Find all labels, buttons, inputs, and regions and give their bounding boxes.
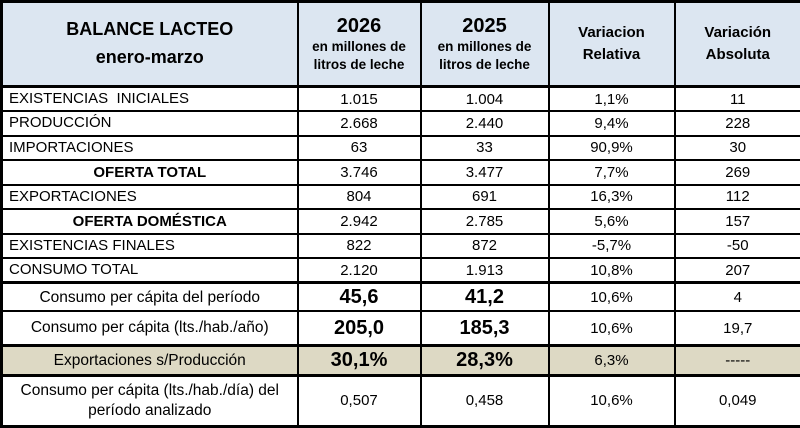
value-2025: 33 <box>419 134 550 162</box>
row-label: EXISTENCIAS FINALES <box>0 232 299 260</box>
value-2025: 3.477 <box>419 159 550 186</box>
value-2025: 691 <box>419 183 550 211</box>
table-row-oferta-domestica: OFERTA DOMÉSTICA 2.942 2.785 5,6% 157 <box>0 208 800 235</box>
table-row-consumo-per-capita-periodo: Consumo per cápita del período 45,6 41,2… <box>0 281 800 313</box>
year-2026: 2026 <box>336 14 382 37</box>
year-2025: 2025 <box>462 14 507 37</box>
row-label: Consumo per cápita del período <box>0 281 299 313</box>
table-row-existencias-iniciales: EXISTENCIAS INICIALES 1.015 1.004 1,1% 1… <box>0 85 800 113</box>
value-2025: 28,3% <box>419 343 550 377</box>
table-row-exportaciones: EXPORTACIONES 804 691 16,3% 112 <box>0 183 800 211</box>
variacion-absoluta: 228 <box>673 110 800 137</box>
variacion-absoluta: 112 <box>673 183 800 211</box>
value-2026: 804 <box>296 183 422 211</box>
variacion-relativa: 10,6% <box>547 373 676 428</box>
value-2026: 30,1% <box>296 343 422 377</box>
row-label: EXISTENCIAS INICIALES <box>0 85 299 113</box>
variacion-relativa: 90,9% <box>547 134 676 162</box>
table-row-importaciones: IMPORTACIONES 63 33 90,9% 30 <box>0 134 800 162</box>
variacion-relativa: 10,6% <box>547 281 676 313</box>
variacion-absoluta: 4 <box>673 281 800 313</box>
row-label: Consumo per cápita (lts./hab./día) del p… <box>0 373 299 428</box>
column-header-variacion-absoluta: Variación Absoluta <box>673 0 800 89</box>
variacion-absoluta: 11 <box>673 85 800 113</box>
variacion-relativa-line2: Relativa <box>582 46 641 64</box>
table-row-existencias-finales: EXISTENCIAS FINALES 822 872 -5,7% -50 <box>0 232 800 260</box>
variacion-relativa-line1: Variacion <box>578 23 645 41</box>
year-2025-subtitle-line2: litros de leche <box>439 57 530 73</box>
value-2025: 872 <box>419 232 550 260</box>
variacion-relativa: 10,8% <box>547 257 676 285</box>
row-label: Consumo per cápita (lts./hab./año) <box>0 310 299 347</box>
column-header-2025: 2025 en millones de litros de leche <box>419 0 550 89</box>
variacion-relativa: 5,6% <box>547 208 676 235</box>
value-2025: 2.440 <box>419 110 550 137</box>
variacion-relativa: 16,3% <box>547 183 676 211</box>
variacion-absoluta: 157 <box>673 208 800 235</box>
value-2025: 1.004 <box>419 85 550 113</box>
value-2026: 2.120 <box>296 257 422 285</box>
value-2026: 3.746 <box>296 159 422 186</box>
variacion-relativa: 7,7% <box>547 159 676 186</box>
year-2025-subtitle-line1: en millones de <box>437 38 532 54</box>
value-2025: 2.785 <box>419 208 550 235</box>
table-row-consumo-total: CONSUMO TOTAL 2.120 1.913 10,8% 207 <box>0 257 800 285</box>
variacion-absoluta: ----- <box>673 343 800 377</box>
variacion-relativa: 9,4% <box>547 110 676 137</box>
value-2026: 63 <box>296 134 422 162</box>
value-2025: 1.913 <box>419 257 550 285</box>
table-title: BALANCE LACTEO enero-marzo <box>0 0 299 89</box>
variacion-relativa: 1,1% <box>547 85 676 113</box>
table-row-consumo-per-capita-diario: Consumo per cápita (lts./hab./día) del p… <box>0 373 800 428</box>
row-label: CONSUMO TOTAL <box>0 257 299 285</box>
variacion-relativa: 6,3% <box>547 343 676 377</box>
value-2026: 2.942 <box>296 208 422 235</box>
row-label: PRODUCCIÓN <box>0 110 299 137</box>
title-line2: enero-marzo <box>95 47 204 68</box>
variacion-relativa: -5,7% <box>547 232 676 260</box>
value-2026: 2.668 <box>296 110 422 137</box>
row-label: IMPORTACIONES <box>0 134 299 162</box>
variacion-absoluta-line2: Absoluta <box>705 46 770 64</box>
column-header-variacion-relativa: Variacion Relativa <box>547 0 676 89</box>
variacion-absoluta-line1: Variación <box>704 23 772 41</box>
row-label: Exportaciones s/Producción <box>0 343 299 377</box>
variacion-relativa: 10,6% <box>547 310 676 347</box>
variacion-absoluta: 207 <box>673 257 800 285</box>
value-2026: 822 <box>296 232 422 260</box>
variacion-absoluta: 19,7 <box>673 310 800 347</box>
variacion-absoluta: -50 <box>673 232 800 260</box>
table-row-consumo-per-capita-anual: Consumo per cápita (lts./hab./año) 205,0… <box>0 310 800 347</box>
year-2026-subtitle-line2: litros de leche <box>313 57 405 73</box>
value-2025: 41,2 <box>419 281 550 313</box>
value-2026: 205,0 <box>296 310 422 347</box>
variacion-absoluta: 0,049 <box>673 373 800 428</box>
value-2026: 45,6 <box>296 281 422 313</box>
variacion-absoluta: 269 <box>673 159 800 186</box>
title-line1: BALANCE LACTEO <box>66 19 234 40</box>
table-row-oferta-total: OFERTA TOTAL 3.746 3.477 7,7% 269 <box>0 159 800 186</box>
row-label: OFERTA TOTAL <box>0 159 299 186</box>
value-2026: 0,507 <box>296 373 422 428</box>
row-label: EXPORTACIONES <box>0 183 299 211</box>
column-header-2026: 2026 en millones de litros de leche <box>296 0 422 89</box>
row-label: OFERTA DOMÉSTICA <box>0 208 299 235</box>
year-2026-subtitle-line1: en millones de <box>312 38 406 54</box>
value-2025: 0,458 <box>419 373 550 428</box>
value-2026: 1.015 <box>296 85 422 113</box>
variacion-absoluta: 30 <box>673 134 800 162</box>
table-row-produccion: PRODUCCIÓN 2.668 2.440 9,4% 228 <box>0 110 800 137</box>
header-row: BALANCE LACTEO enero-marzo 2026 en millo… <box>0 0 800 89</box>
value-2025: 185,3 <box>419 310 550 347</box>
table-row-exportaciones-sobre-produccion: Exportaciones s/Producción 30,1% 28,3% 6… <box>0 343 800 377</box>
